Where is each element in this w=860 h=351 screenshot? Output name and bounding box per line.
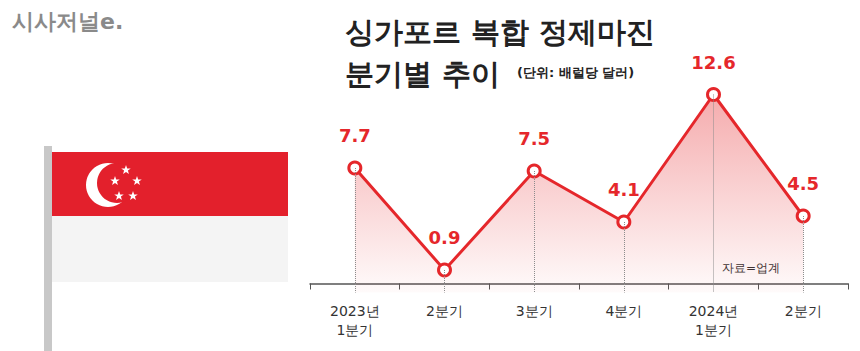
svg-text:2024년: 2024년 <box>689 303 739 319</box>
svg-text:12.6: 12.6 <box>691 52 735 73</box>
svg-text:1분기: 1분기 <box>695 322 732 338</box>
svg-text:분기별 추이: 분기별 추이 <box>345 57 500 91</box>
svg-text:3분기: 3분기 <box>516 303 553 319</box>
svg-text:시사저널e.: 시사저널e. <box>12 9 123 34</box>
svg-text:7.5: 7.5 <box>518 128 550 149</box>
svg-text:2분기: 2분기 <box>426 303 463 319</box>
svg-text:2분기: 2분기 <box>785 303 822 319</box>
svg-text:2023년: 2023년 <box>330 303 380 319</box>
svg-text:7.7: 7.7 <box>339 125 371 146</box>
svg-text:0.9: 0.9 <box>429 227 461 248</box>
svg-text:(단위: 배럴당 달러): (단위: 배럴당 달러) <box>517 65 634 80</box>
svg-text:4.5: 4.5 <box>787 173 819 194</box>
svg-text:4.1: 4.1 <box>608 179 640 200</box>
svg-text:1분기: 1분기 <box>336 322 373 338</box>
svg-text:싱가포르 복합 정제마진: 싱가포르 복합 정제마진 <box>345 15 655 49</box>
svg-text:4분기: 4분기 <box>605 303 642 319</box>
